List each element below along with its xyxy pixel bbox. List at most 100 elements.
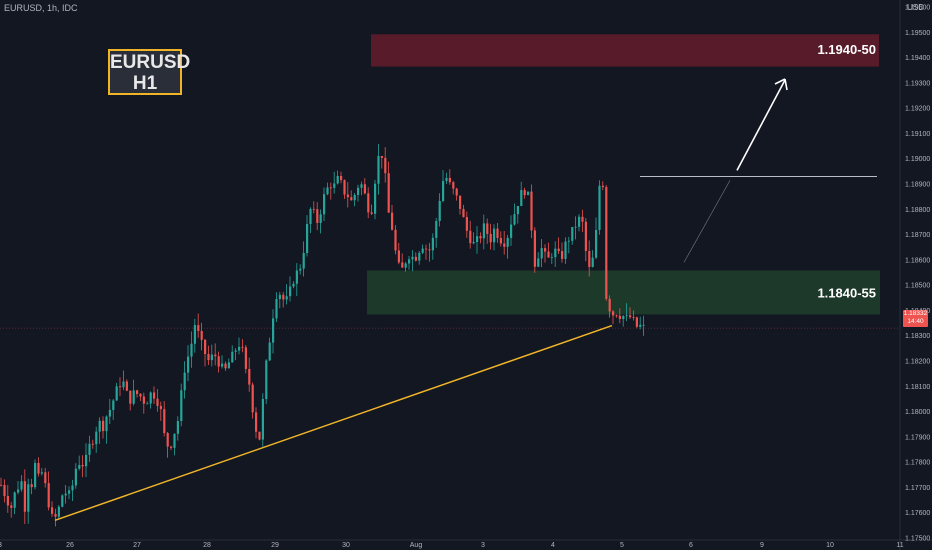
candle-body bbox=[489, 233, 492, 243]
y-tick-label: 1.18700 bbox=[905, 232, 930, 239]
candle-body bbox=[384, 157, 387, 174]
y-tick-label: 1.17600 bbox=[905, 510, 930, 517]
candle-body bbox=[17, 489, 20, 493]
candle-body bbox=[608, 298, 611, 312]
candle-body bbox=[40, 472, 43, 474]
candle-body bbox=[44, 472, 47, 484]
candle-body bbox=[452, 182, 455, 189]
candle-body bbox=[615, 315, 618, 317]
candle-body bbox=[234, 350, 237, 352]
candle-body bbox=[435, 221, 438, 238]
candle-body bbox=[68, 490, 71, 494]
candle-body bbox=[251, 384, 254, 413]
y-tick-label: 1.18000 bbox=[905, 409, 930, 416]
candle-body bbox=[527, 191, 530, 196]
candle-body bbox=[64, 493, 67, 496]
y-tick-label: 1.19200 bbox=[905, 106, 930, 113]
candle-body bbox=[74, 468, 77, 486]
candle-body bbox=[544, 248, 547, 252]
candle-body bbox=[455, 188, 458, 196]
y-tick-label: 1.17700 bbox=[905, 485, 930, 492]
candle-body bbox=[163, 409, 166, 433]
candle-body bbox=[78, 464, 81, 469]
candle-body bbox=[574, 226, 577, 228]
candle-body bbox=[605, 187, 608, 299]
y-tick-label: 1.19500 bbox=[905, 30, 930, 37]
candle-body bbox=[520, 190, 523, 207]
candle-body bbox=[350, 197, 353, 201]
candle-body bbox=[357, 187, 360, 195]
candle-body bbox=[71, 485, 74, 491]
candle-body bbox=[95, 431, 98, 445]
candle-body bbox=[139, 393, 142, 397]
candle-body bbox=[238, 346, 241, 351]
candle-body bbox=[132, 390, 135, 404]
candle-body bbox=[469, 230, 472, 244]
candle-body bbox=[227, 362, 230, 369]
candle-body bbox=[622, 316, 625, 320]
candle-body bbox=[258, 431, 261, 440]
candle-body bbox=[540, 248, 543, 259]
candle-body bbox=[91, 443, 94, 445]
candle-body bbox=[414, 256, 417, 261]
candle-body bbox=[51, 507, 54, 514]
candle-body bbox=[394, 229, 397, 251]
x-tick-label: 11 bbox=[896, 542, 903, 549]
candle-body bbox=[61, 495, 64, 507]
candle-body bbox=[105, 416, 108, 432]
x-tick-label: 10 bbox=[826, 542, 834, 549]
candle-body bbox=[224, 363, 227, 369]
candle-body bbox=[554, 248, 557, 258]
candle-body bbox=[550, 257, 553, 258]
support-zone bbox=[367, 270, 880, 315]
candle-body bbox=[448, 177, 451, 183]
candle-body bbox=[591, 257, 594, 267]
candle-body bbox=[581, 216, 584, 222]
x-tick-label: 28 bbox=[203, 542, 211, 549]
candle-body bbox=[493, 228, 496, 243]
candle-body bbox=[428, 249, 431, 251]
symbol-badge: EURUSD H1 bbox=[108, 49, 190, 95]
candle-body bbox=[102, 420, 105, 432]
candle-body bbox=[187, 356, 190, 373]
candle-body bbox=[639, 324, 642, 327]
candle-body bbox=[190, 343, 193, 357]
candle-body bbox=[340, 176, 343, 181]
resistance-zone-label: 1.1940-50 bbox=[817, 42, 876, 57]
candle-body bbox=[588, 251, 591, 267]
candle-body bbox=[37, 462, 40, 474]
candle-body bbox=[516, 206, 519, 215]
candle-body bbox=[374, 183, 377, 214]
candle-body bbox=[23, 481, 26, 512]
x-tick-label: 29 bbox=[271, 542, 279, 549]
candle-body bbox=[3, 484, 6, 497]
candle-body bbox=[146, 403, 149, 405]
candle-body bbox=[204, 339, 207, 355]
y-tick-label: 1.18800 bbox=[905, 207, 930, 214]
candle-body bbox=[292, 283, 295, 287]
candle-body bbox=[54, 513, 57, 517]
candle-body bbox=[346, 194, 349, 198]
y-tick-label: 1.17500 bbox=[905, 536, 930, 543]
candle-body bbox=[462, 208, 465, 218]
candle-body bbox=[231, 351, 234, 363]
y-tick-label: 1.18600 bbox=[905, 257, 930, 264]
candle-body bbox=[513, 214, 516, 225]
candle-body bbox=[503, 243, 506, 247]
candle-body bbox=[149, 392, 152, 404]
y-tick-label: 1.18500 bbox=[905, 283, 930, 290]
candle-body bbox=[47, 483, 50, 508]
candle-body bbox=[472, 241, 475, 244]
candle-body bbox=[595, 229, 598, 258]
candle-body bbox=[153, 392, 156, 399]
candle-body bbox=[380, 155, 383, 158]
candle-body bbox=[136, 390, 139, 394]
candle-body bbox=[510, 224, 513, 238]
candle-body bbox=[353, 194, 356, 201]
candle-body bbox=[299, 268, 302, 271]
candle-body bbox=[411, 256, 414, 260]
candle-body bbox=[282, 294, 285, 300]
candle-body bbox=[20, 481, 23, 490]
